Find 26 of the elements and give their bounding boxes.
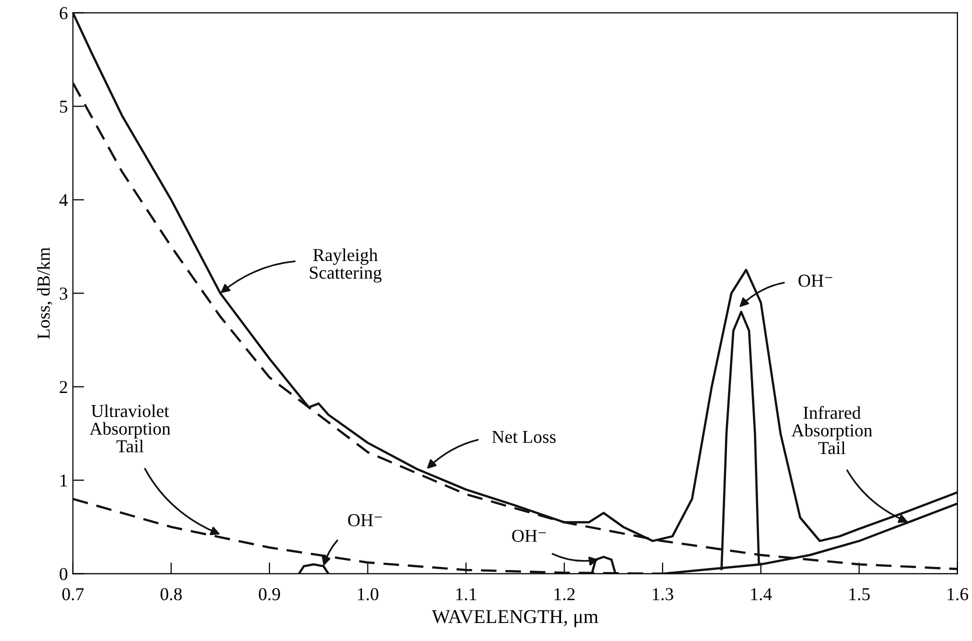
annotation: Ultraviolet Absorption Tail <box>90 404 170 452</box>
x-tick-label: 1.1 <box>456 588 476 600</box>
annotation: Rayleigh Scattering <box>310 248 382 283</box>
x-tick-label: 0.9 <box>258 588 280 600</box>
x-tick-label: 1.4 <box>751 588 772 600</box>
y-tick-label: 2 <box>60 381 68 393</box>
y-tick-label: 4 <box>59 194 68 206</box>
x-axis-title: WAVELENGTH, μm <box>432 610 598 628</box>
x-tick-label: 1.6 <box>948 588 968 600</box>
x-tick-label: 0.8 <box>160 588 182 600</box>
annotation: Infrared Absorption Tail <box>791 406 872 454</box>
annotation: OH⁻ <box>798 274 832 287</box>
x-tick-label: 1.0 <box>358 588 378 600</box>
y-axis-title: Loss, dB/km <box>37 247 52 339</box>
y-tick-label: 6 <box>60 7 68 20</box>
annotation: OH⁻ <box>348 514 382 526</box>
x-tick-label: 1.5 <box>849 588 870 600</box>
y-tick-label: 0 <box>60 568 68 580</box>
annotation: Net Loss <box>492 430 556 443</box>
x-tick-label: 0.7 <box>62 588 84 600</box>
x-tick-label: 1.3 <box>652 588 674 600</box>
y-tick-label: 3 <box>60 288 68 300</box>
annotation: OH⁻ <box>512 530 546 542</box>
y-tick-label: 1 <box>60 474 67 486</box>
y-tick-label: 5 <box>60 100 68 113</box>
x-tick-label: 1.2 <box>554 588 575 600</box>
